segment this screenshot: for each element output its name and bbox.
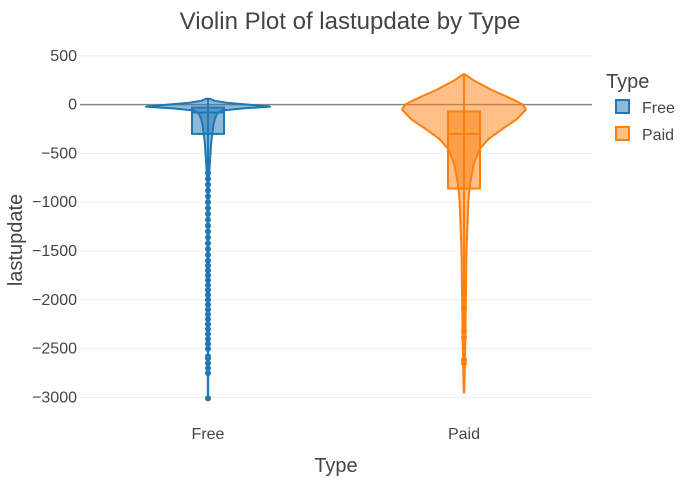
outlier-point (461, 328, 467, 335)
outlier-point (205, 330, 211, 337)
outlier-point (205, 175, 211, 182)
y-tick-label: −500 (41, 145, 77, 162)
box (447, 110, 481, 190)
outlier-point (205, 369, 211, 376)
outlier-point (205, 210, 211, 217)
outlier-point (205, 301, 211, 308)
violins (145, 73, 527, 402)
outlier-point (205, 193, 211, 200)
outlier-point (205, 251, 211, 258)
outlier-point (205, 228, 211, 235)
x-axis-title: Type (314, 455, 357, 477)
y-tick-label: −2000 (32, 292, 77, 309)
outlier-point (205, 287, 211, 294)
y-tick-label: 0 (68, 97, 77, 114)
legend-label: Paid (642, 127, 674, 144)
outlier-point (205, 272, 211, 279)
outlier-point (205, 181, 211, 188)
outlier-point (205, 222, 211, 229)
outlier-point (205, 340, 211, 347)
outlier-point (205, 365, 211, 372)
outlier-point (205, 345, 211, 352)
outlier-point (205, 296, 211, 303)
outlier-point (205, 311, 211, 318)
y-tick-label: 500 (50, 48, 77, 65)
outlier-point (205, 395, 211, 402)
outlier-point (205, 257, 211, 264)
outlier-point (205, 267, 211, 274)
outlier-point (205, 246, 211, 253)
legend-label: Free (642, 100, 675, 117)
outlier-point (205, 240, 211, 247)
outlier-point (205, 326, 211, 333)
violin-paid (401, 73, 527, 394)
legend-title: Type (606, 71, 649, 93)
outlier-point (205, 335, 211, 342)
outlier-point (205, 262, 211, 269)
y-axis-ticks: 500 0 −500 −1000 −1500 −2000 −2500 −3000 (32, 48, 77, 407)
y-axis-title: lastupdate (5, 194, 27, 286)
legend-swatch (615, 126, 630, 141)
outlier-point (205, 282, 211, 289)
chart-title: Violin Plot of lastupdate by Type (180, 8, 521, 35)
y-tick-label: −2500 (32, 341, 77, 358)
outlier-point (205, 234, 211, 241)
legend: Type Free Paid (606, 71, 675, 144)
outlier-point (205, 316, 211, 323)
outlier-point (205, 216, 211, 223)
outlier-point (205, 306, 211, 313)
x-tick-label: Paid (448, 426, 480, 443)
y-tick-label: −1500 (32, 243, 77, 260)
outlier-point (461, 360, 467, 367)
outlier-point (205, 321, 211, 328)
legend-item-paid[interactable]: Paid (615, 126, 674, 144)
outlier-point (461, 333, 467, 340)
legend-item-free[interactable]: Free (615, 99, 675, 117)
outlier-point (205, 277, 211, 284)
violin-free (145, 97, 271, 402)
outlier-point (205, 205, 211, 212)
outlier-point (205, 360, 211, 367)
outlier-point (461, 304, 467, 311)
outlier-point (205, 199, 211, 206)
outlier-point (205, 169, 211, 176)
x-tick-label: Free (192, 426, 225, 443)
x-axis-ticks: Free Paid (192, 426, 480, 443)
outlier-point (205, 187, 211, 194)
outlier-point (205, 291, 211, 298)
y-tick-label: −1000 (32, 194, 77, 211)
outlier-point (205, 355, 211, 362)
legend-swatch (615, 99, 630, 114)
y-tick-label: −3000 (32, 389, 77, 406)
